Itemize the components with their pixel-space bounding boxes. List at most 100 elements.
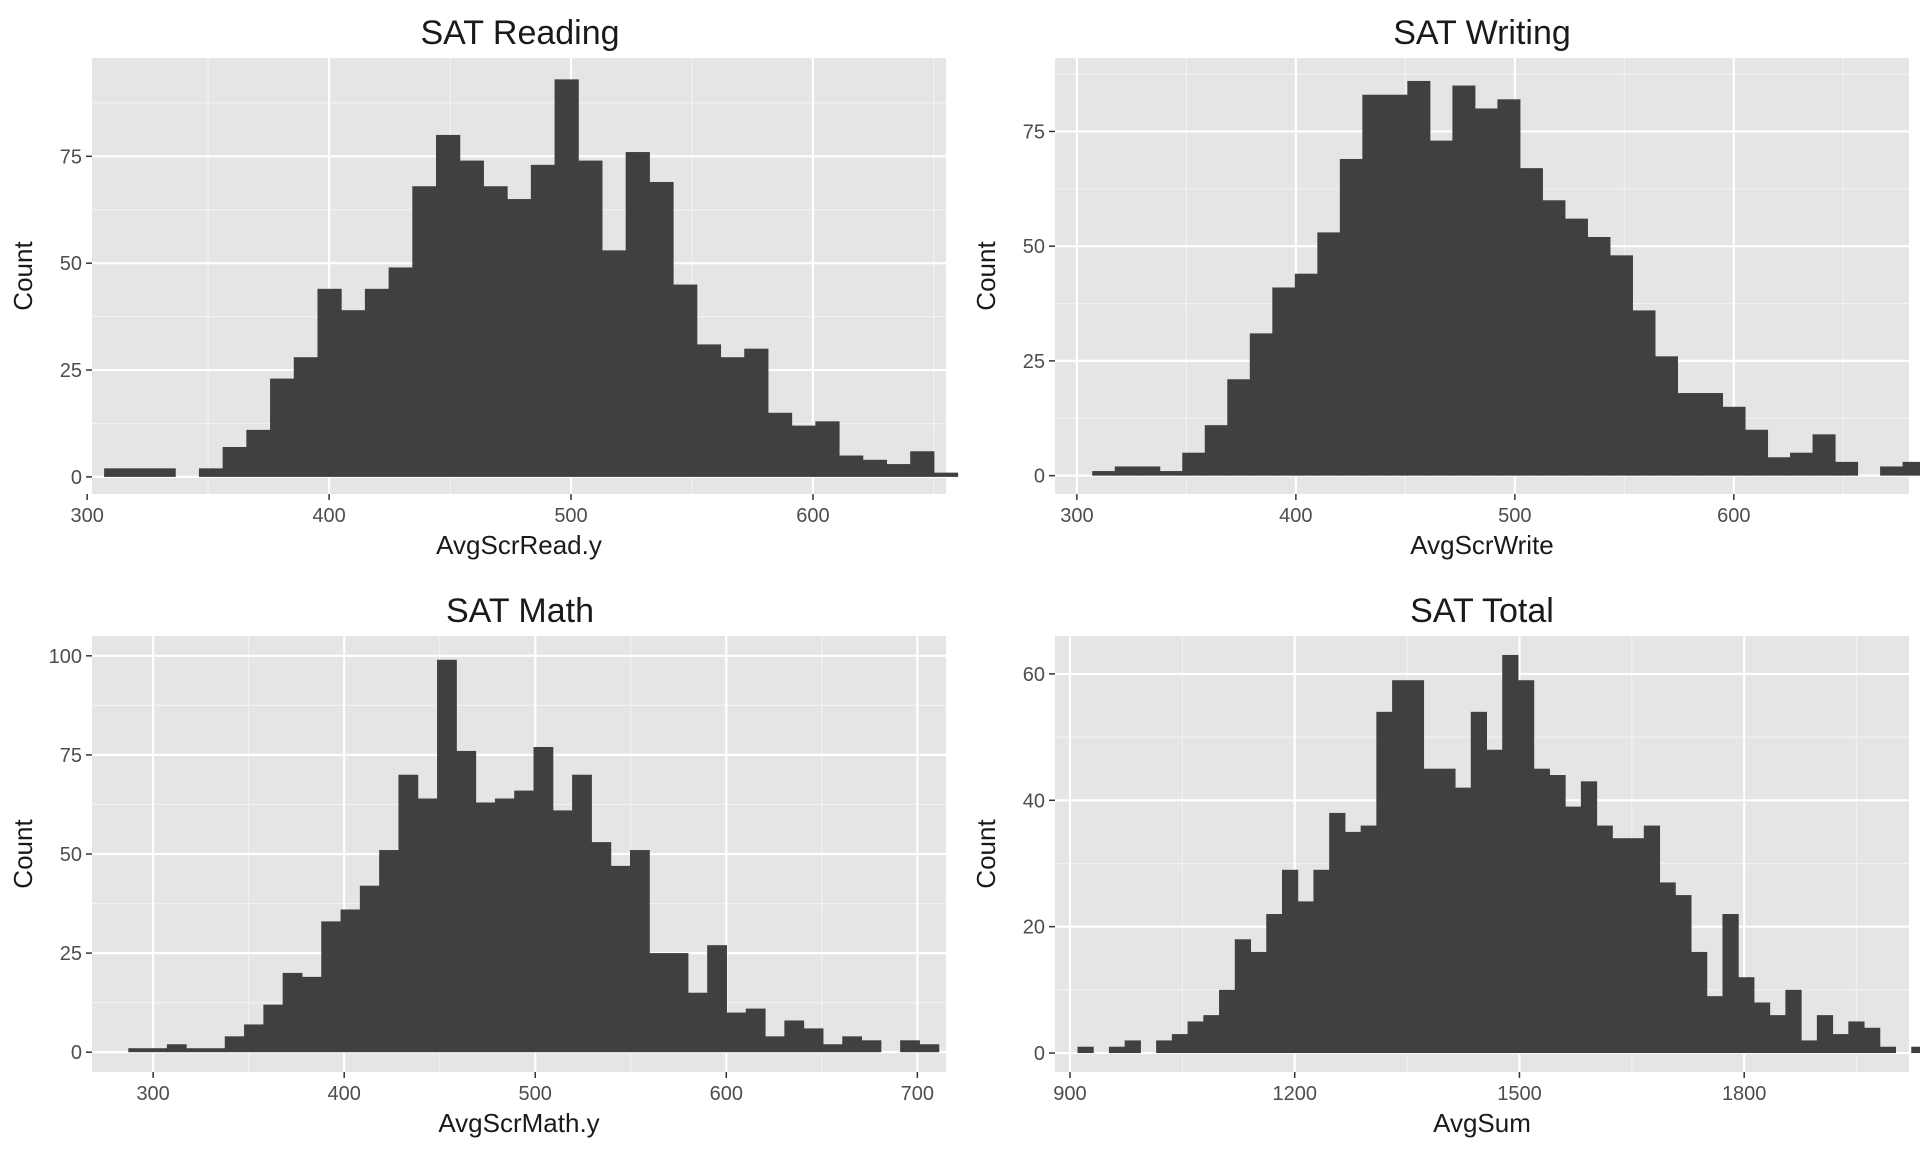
histogram-bar [1439, 768, 1456, 1054]
histogram-bar [803, 1028, 824, 1053]
histogram-bar [933, 472, 959, 477]
histogram-bar [1362, 94, 1386, 476]
y-tick-label: 50 [60, 253, 82, 275]
chart-title: SAT Writing [1393, 14, 1571, 52]
histogram-bar [919, 1044, 940, 1053]
histogram-bar [417, 798, 438, 1053]
x-tick-label: 400 [1279, 505, 1312, 527]
chart-title: SAT Math [446, 592, 594, 630]
histogram-bar [1580, 781, 1598, 1054]
histogram-bar [726, 1012, 747, 1053]
histogram-bar [436, 134, 461, 477]
chart-title: SAT Total [1410, 592, 1554, 630]
histogram-bar [151, 468, 176, 477]
x-tick-label: 300 [136, 1083, 169, 1105]
y-tick-label: 50 [1023, 236, 1045, 258]
histogram-bar [601, 250, 627, 477]
histogram-bar [128, 1048, 149, 1053]
histogram-bar [1612, 838, 1629, 1054]
y-tick-label: 50 [60, 844, 82, 866]
histogram-bar [822, 1044, 843, 1053]
histogram-bar [1159, 471, 1183, 476]
histogram-bar [530, 164, 556, 477]
y-axis-label: Count [971, 819, 1001, 889]
histogram-bar [388, 267, 413, 477]
histogram-bar [552, 810, 573, 1053]
x-tick-label: 300 [70, 505, 103, 527]
histogram-bar [459, 160, 484, 477]
histogram-bar [1628, 838, 1645, 1054]
histogram-bar [1317, 232, 1341, 476]
histogram-bar [166, 1044, 187, 1053]
histogram-bar [1266, 914, 1283, 1054]
histogram-bar [1313, 869, 1330, 1054]
histogram-bar [293, 357, 318, 477]
histogram-bar [1911, 1046, 1920, 1054]
histogram-bar [104, 468, 129, 477]
histogram-bar [1790, 452, 1814, 476]
y-tick-label: 40 [1023, 790, 1045, 812]
histogram-bar [1533, 768, 1550, 1054]
histogram-bar [839, 455, 864, 477]
histogram-bar [1227, 379, 1251, 476]
histogram-bar [1848, 1021, 1865, 1054]
x-tick-label: 500 [554, 505, 587, 527]
histogram-bar [1632, 310, 1656, 476]
histogram-bar [1738, 977, 1755, 1054]
histogram-bar [767, 412, 793, 477]
histogram-bar [1281, 869, 1299, 1054]
histogram-bar [270, 378, 295, 477]
histogram-bar [147, 1048, 168, 1053]
histogram-bar [1384, 94, 1408, 476]
histogram-bar [1767, 457, 1791, 476]
x-tick-label: 500 [1498, 505, 1531, 527]
histogram-bar [1722, 914, 1739, 1054]
x-tick-label: 300 [1060, 505, 1093, 527]
histogram-bar [861, 1040, 882, 1053]
histogram-bar [1832, 1034, 1849, 1054]
histogram-bar [379, 850, 399, 1053]
histogram-bar [456, 750, 477, 1053]
y-tick-label: 0 [1034, 466, 1045, 488]
histogram-bar [1455, 787, 1472, 1054]
histogram-bar [1769, 1015, 1786, 1054]
histogram-bar [1700, 393, 1724, 476]
histogram-bar [1675, 895, 1692, 1054]
sat-math-panel: 300 400 500 600 700 0 25 50 75 100 SAT Math AvgScrM… [8, 592, 946, 1138]
histogram-bar [1392, 680, 1409, 1054]
histogram-bar [1474, 108, 1498, 476]
histogram-bar [1171, 1034, 1189, 1054]
histogram-bar [1879, 1046, 1897, 1054]
histogram-bar [1376, 711, 1393, 1054]
sat-writing-panel: 300 400 500 600 0 25 50 75 SAT Writing AvgScrWrit… [971, 14, 1920, 560]
histogram-bar [765, 1036, 785, 1053]
x-axis-label: AvgSum [1433, 1108, 1531, 1138]
x-axis-label: AvgScrMath.y [438, 1108, 599, 1138]
histogram-bar [1864, 1027, 1881, 1054]
histogram-bar [1542, 200, 1566, 476]
histogram-bar [1517, 680, 1535, 1054]
histogram-bar [282, 972, 303, 1053]
histogram-bar [1407, 680, 1425, 1054]
histogram-bar [1677, 393, 1701, 476]
histogram-bar [1234, 939, 1252, 1054]
histogram-bar [842, 1036, 863, 1053]
histogram-bar [673, 284, 698, 477]
histogram-bar [1587, 236, 1611, 476]
histogram-bar [1250, 951, 1267, 1054]
x-tick-label: 600 [796, 505, 829, 527]
x-axis-label: AvgScrRead.y [436, 530, 602, 560]
histogram-bar [1423, 768, 1440, 1054]
histogram-bar [784, 1020, 805, 1053]
histogram-bar [244, 1024, 264, 1053]
histogram-bar [514, 790, 535, 1053]
histogram-bar [900, 1040, 920, 1053]
histogram-bar [1902, 461, 1920, 476]
histogram-bar [1114, 466, 1138, 476]
histogram-bar [687, 992, 708, 1053]
y-axis-label: Count [8, 241, 38, 311]
x-tick-label: 700 [901, 1083, 934, 1105]
histogram-bar [1785, 989, 1802, 1054]
histogram-bar [1816, 1015, 1834, 1054]
